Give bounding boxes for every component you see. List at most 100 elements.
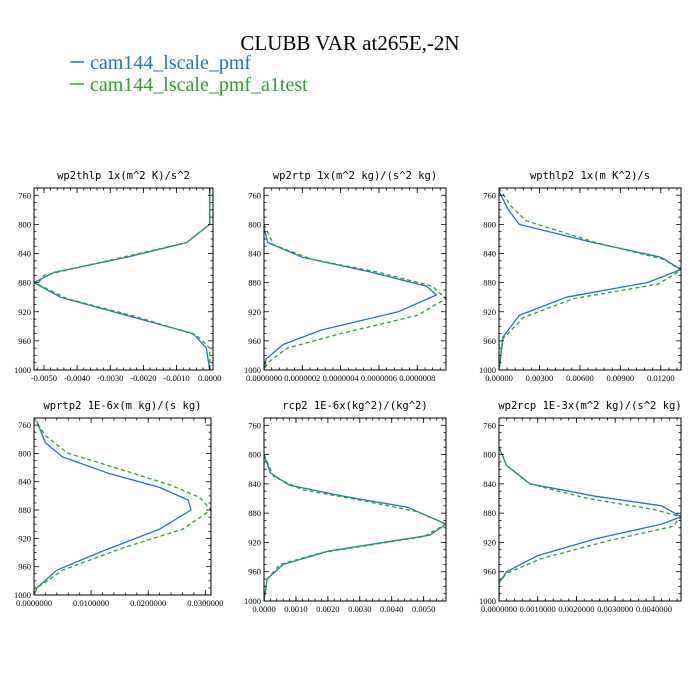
x-tick-label: 0.0200000 bbox=[130, 598, 166, 608]
panel-title: wpthlp2 1x(m K^2)/s bbox=[530, 170, 650, 182]
series-group bbox=[34, 188, 211, 370]
y-tick-label: 760 bbox=[248, 190, 261, 200]
y-tick-label: 800 bbox=[483, 450, 496, 460]
y-tick-label: 1000 bbox=[14, 590, 31, 600]
y-tick-label: 800 bbox=[18, 219, 31, 229]
y-tick-label: 880 bbox=[18, 278, 31, 288]
x-tick-label: 0.0000000 bbox=[16, 598, 52, 608]
panel-title: wprtp2 1E-6x(m kg)/(s kg) bbox=[43, 400, 201, 412]
y-tick-label: 800 bbox=[248, 219, 261, 229]
x-tick-label: 0.0000008 bbox=[399, 373, 435, 383]
plot-frame bbox=[33, 417, 212, 596]
y-tick-label: 880 bbox=[248, 508, 261, 518]
series-line-2 bbox=[36, 188, 211, 370]
x-tick-label: 0.0000000 bbox=[246, 373, 282, 383]
legend-label-1: cam144_lscale_pmf bbox=[90, 52, 251, 74]
panel-2: wp2rtp 1x(m^2 kg)/(s^2 kg) 760 800 840 880 92… bbox=[244, 170, 447, 383]
series-group bbox=[499, 188, 681, 370]
y-tick-label: 840 bbox=[18, 249, 31, 259]
x-tick-label: 0.0020 bbox=[316, 604, 339, 614]
panel-3: wpthlp2 1x(m K^2)/s 760 800 840 880 920 960 100… bbox=[479, 170, 682, 383]
series-line-2 bbox=[499, 447, 681, 601]
x-tick-label: -0.0050 bbox=[31, 373, 57, 383]
panel-title: wp2rtp 1x(m^2 kg)/(s^2 kg) bbox=[273, 170, 437, 182]
y-tick-label: 880 bbox=[483, 508, 496, 518]
y-tick-label: 960 bbox=[248, 567, 261, 577]
series-line-1 bbox=[499, 191, 681, 370]
x-tick-label: 0.0100000 bbox=[73, 598, 109, 608]
x-tick-label: 0.0050 bbox=[412, 604, 435, 614]
x-tick-label: 0.0040 bbox=[380, 604, 403, 614]
plot-frame bbox=[263, 417, 447, 602]
x-tick-label: 0.0000000 bbox=[481, 604, 517, 614]
series-group bbox=[264, 224, 446, 370]
y-tick-label: 920 bbox=[483, 307, 496, 317]
y-tick-label: 920 bbox=[483, 537, 496, 547]
panels: wp2thlp 1x(m^2 K)/s^2 760 800 840 880 920 960 1… bbox=[14, 170, 682, 614]
y-tick-label: 880 bbox=[483, 278, 496, 288]
x-tick-label: 0.0000004 bbox=[323, 373, 360, 383]
x-tick-label: -0.0020 bbox=[130, 373, 156, 383]
x-tick-label: 0.00000 bbox=[485, 373, 513, 383]
series-line-1 bbox=[34, 421, 192, 595]
series-group bbox=[499, 447, 681, 601]
y-tick-label: 960 bbox=[483, 567, 496, 577]
series-line-2 bbox=[264, 224, 446, 370]
x-tick-label: 0.0300000 bbox=[187, 598, 223, 608]
plot-frame bbox=[263, 187, 447, 371]
x-tick-label: 0.0000 bbox=[252, 604, 275, 614]
y-tick-label: 1000 bbox=[244, 596, 261, 606]
series-line-1 bbox=[264, 454, 446, 601]
plot-frame bbox=[498, 417, 682, 602]
series-line-2 bbox=[264, 454, 446, 601]
x-tick-label: -0.0030 bbox=[97, 373, 123, 383]
x-tick-label: 0.00600 bbox=[566, 373, 594, 383]
panel-title: wp2thlp 1x(m^2 K)/s^2 bbox=[57, 170, 190, 182]
panel-title: rcp2 1E-6x(kg^2)/(kg^2) bbox=[282, 400, 427, 412]
y-tick-label: 1000 bbox=[244, 365, 261, 375]
y-tick-label: 880 bbox=[248, 278, 261, 288]
x-tick-label: 0.0020000 bbox=[558, 604, 594, 614]
y-tick-label: 840 bbox=[248, 479, 261, 489]
series-line-2 bbox=[34, 418, 211, 595]
y-tick-label: 960 bbox=[483, 336, 496, 346]
y-tick-label: 1000 bbox=[479, 596, 496, 606]
x-tick-label: 0.0010000 bbox=[520, 604, 556, 614]
series-group bbox=[34, 418, 211, 595]
x-tick-label: -0.0040 bbox=[64, 373, 90, 383]
y-tick-label: 760 bbox=[248, 420, 261, 430]
y-tick-label: 760 bbox=[18, 420, 31, 430]
x-tick-label: -0.0010 bbox=[163, 373, 189, 383]
panel-6: wp2rcp 1E-3x(m^2 kg)/(s^2 kg)760 800 840 88… bbox=[479, 400, 682, 614]
y-tick-label: 920 bbox=[18, 307, 31, 317]
x-tick-label: 0.0000002 bbox=[284, 373, 320, 383]
x-tick-label: 0.0000006 bbox=[361, 373, 397, 383]
series-line-2 bbox=[499, 188, 681, 370]
x-tick-label: 0.0040000 bbox=[636, 604, 672, 614]
y-tick-label: 920 bbox=[248, 307, 261, 317]
legend: cam144_lscale_pmf cam144_lscale_pmf_a1te… bbox=[70, 52, 308, 96]
y-tick-label: 840 bbox=[248, 249, 261, 259]
y-tick-label: 760 bbox=[483, 190, 496, 200]
y-tick-label: 920 bbox=[248, 537, 261, 547]
legend-label-2: cam144_lscale_pmf_a1test bbox=[90, 74, 308, 96]
y-tick-label: 960 bbox=[18, 562, 31, 572]
y-tick-label: 760 bbox=[483, 420, 496, 430]
panel-4: wprtp2 1E-6x(m kg)/(s kg) 760 800 840 880 920… bbox=[14, 400, 223, 608]
x-tick-label: 0.00300 bbox=[526, 373, 554, 383]
y-tick-label: 800 bbox=[483, 219, 496, 229]
x-tick-label: 0.01200 bbox=[647, 373, 675, 383]
x-tick-label: 0.0000 bbox=[198, 373, 221, 383]
y-tick-label: 800 bbox=[248, 450, 261, 460]
y-tick-label: 840 bbox=[483, 479, 496, 489]
y-tick-label: 1000 bbox=[479, 365, 496, 375]
y-tick-label: 840 bbox=[18, 477, 31, 487]
y-tick-label: 960 bbox=[248, 336, 261, 346]
y-tick-label: 760 bbox=[18, 190, 31, 200]
y-tick-label: 920 bbox=[18, 533, 31, 543]
y-tick-label: 1000 bbox=[14, 365, 31, 375]
y-tick-label: 880 bbox=[18, 505, 31, 515]
series-group bbox=[264, 454, 446, 601]
x-tick-label: 0.0010 bbox=[284, 604, 307, 614]
